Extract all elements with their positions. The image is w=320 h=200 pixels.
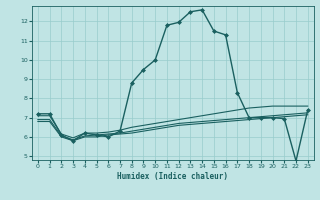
X-axis label: Humidex (Indice chaleur): Humidex (Indice chaleur) xyxy=(117,172,228,181)
